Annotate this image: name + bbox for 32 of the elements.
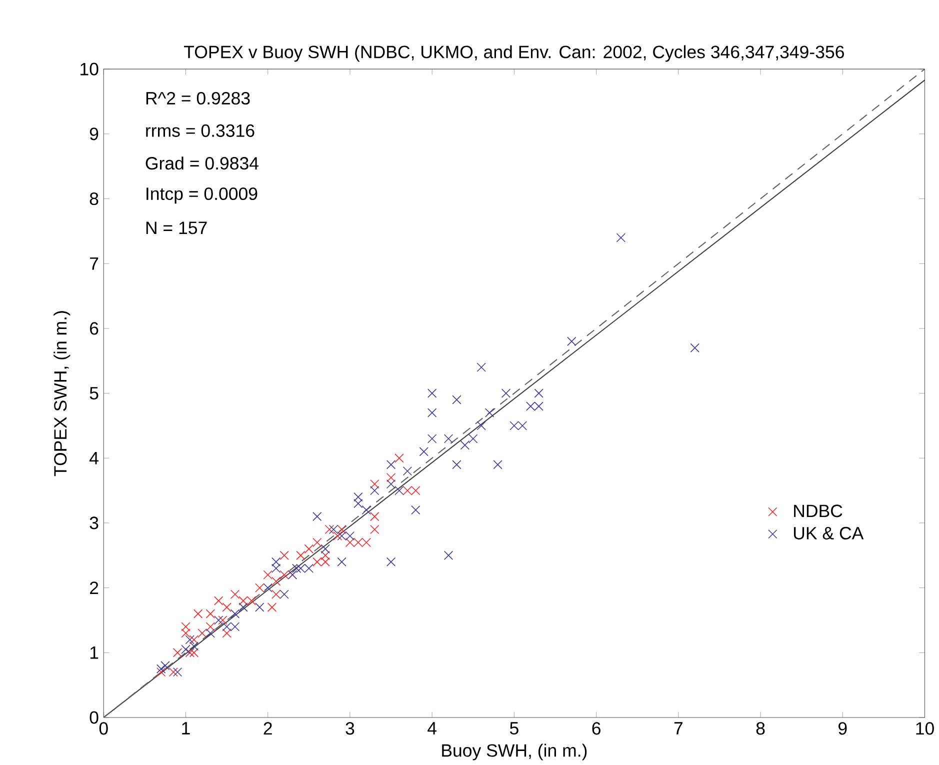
annotation: Grad = 0.9834 — [146, 156, 258, 170]
annotation: N = 157 — [146, 222, 207, 234]
y-tick-label: 0 — [90, 711, 98, 724]
y-tick-label: 5 — [90, 387, 98, 400]
y-tick-label: 9 — [90, 128, 98, 140]
y-tick-label: 3 — [90, 516, 98, 530]
y-tick-label: 8 — [90, 192, 98, 206]
x-tick-label: 5 — [510, 722, 518, 735]
x-tick-label: 6 — [592, 722, 600, 735]
x-tick-label: 9 — [838, 722, 847, 735]
y-tick-label: 1 — [90, 646, 98, 659]
legend-label: UK & CA — [794, 527, 864, 540]
annotation: Intcp = 0.0009 — [146, 188, 258, 204]
annotation: rrms = 0.3316 — [146, 124, 254, 138]
x-tick-label: 2 — [264, 722, 272, 735]
x-axis-title: Buoy SWH, (in m.) — [442, 744, 587, 760]
x-tick-label: 8 — [756, 722, 765, 735]
annotation: R^2 = 0.9283 — [146, 92, 250, 105]
x-tick-label: 4 — [428, 722, 437, 735]
x-tick-label: 1 — [182, 722, 190, 735]
x-tick-label: 0 — [99, 722, 108, 735]
x-tick-label: 3 — [346, 722, 354, 735]
y-tick-label: 7 — [90, 258, 98, 270]
legend-label: NDBC — [794, 504, 842, 518]
y-axis-title: TOPEX SWH, (in m.) — [54, 311, 70, 476]
y-tick-label: 2 — [90, 582, 98, 594]
x-tick-label: 10 — [916, 722, 934, 735]
chart-title: TOPEX v Buoy SWH (NDBC, UKMO, and Env. Can: 2002, Cycles 346,347,349-356 — [184, 45, 844, 62]
y-tick-label: 10 — [80, 62, 98, 76]
x-tick-label: 7 — [674, 722, 682, 735]
y-tick-label: 6 — [90, 322, 98, 335]
y-tick-label: 4 — [90, 452, 98, 464]
